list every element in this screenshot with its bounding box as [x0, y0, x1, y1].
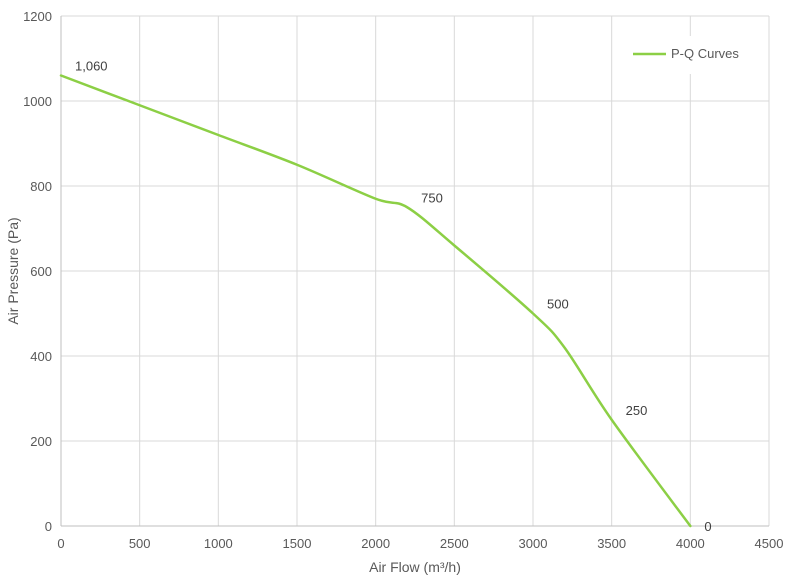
x-axis-title: Air Flow (m³/h) [369, 559, 461, 575]
y-axis-ticks: 0 200 400 600 800 1000 1200 [23, 9, 52, 534]
pq-curve-line [59, 74, 692, 528]
y-tick-label: 800 [30, 179, 52, 194]
x-tick-label: 1500 [283, 536, 312, 551]
legend-label: P-Q Curves [671, 46, 739, 61]
y-tick-label: 0 [45, 519, 52, 534]
data-label: 250 [626, 403, 648, 418]
y-tick-label: 200 [30, 434, 52, 449]
data-label: 500 [547, 297, 569, 312]
data-label: 750 [421, 190, 443, 205]
x-tick-label: 3000 [519, 536, 548, 551]
y-tick-label: 600 [30, 264, 52, 279]
x-tick-label: 2500 [440, 536, 469, 551]
x-axis-ticks: 0 500 1000 1500 2000 2500 3000 3500 4000 4500 [57, 536, 783, 551]
data-label: 1,060 [75, 59, 108, 74]
y-axis-title: Air Pressure (Pa) [5, 217, 21, 324]
x-tick-label: 500 [129, 536, 151, 551]
legend: P-Q Curves [625, 36, 765, 74]
x-tick-label: 0 [57, 536, 64, 551]
x-tick-label: 2000 [361, 536, 390, 551]
y-tick-label: 400 [30, 349, 52, 364]
x-tick-label: 4000 [676, 536, 705, 551]
y-tick-label: 1200 [23, 9, 52, 24]
data-labels: 1,060 750 500 250 0 [75, 59, 712, 535]
data-label: 0 [704, 519, 711, 534]
grid-lines [60, 15, 770, 527]
x-tick-label: 3500 [597, 536, 626, 551]
y-tick-label: 1000 [23, 94, 52, 109]
x-tick-label: 1000 [204, 536, 233, 551]
x-tick-label: 4500 [755, 536, 784, 551]
